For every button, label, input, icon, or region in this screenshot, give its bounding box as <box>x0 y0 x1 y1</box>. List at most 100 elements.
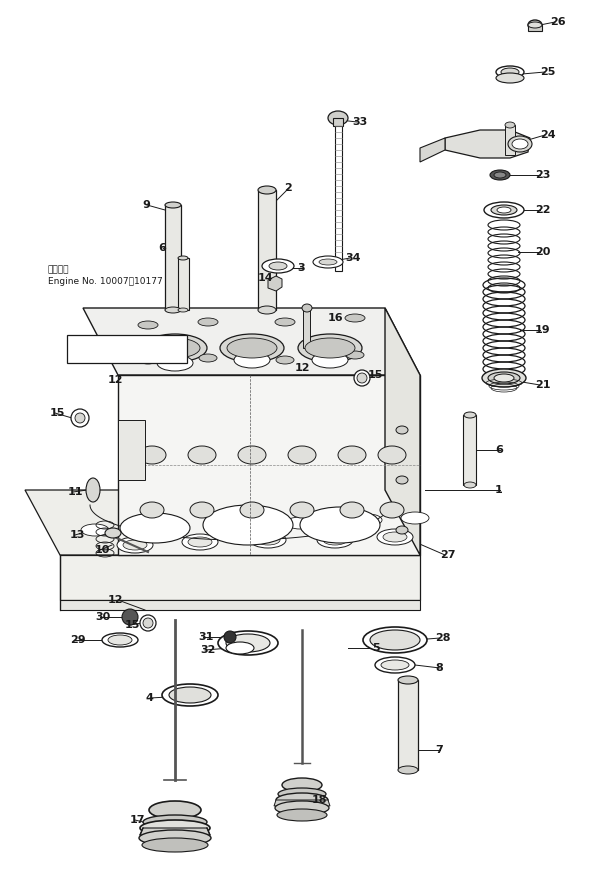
Polygon shape <box>118 375 420 555</box>
Ellipse shape <box>220 334 284 362</box>
Text: 12: 12 <box>80 342 95 352</box>
Ellipse shape <box>190 502 214 518</box>
Ellipse shape <box>363 627 427 653</box>
Ellipse shape <box>317 532 353 548</box>
Ellipse shape <box>370 630 420 650</box>
Ellipse shape <box>305 338 355 358</box>
Ellipse shape <box>203 505 293 545</box>
Bar <box>528 25 542 31</box>
Polygon shape <box>385 308 420 555</box>
Polygon shape <box>83 308 420 375</box>
Ellipse shape <box>148 519 176 531</box>
Ellipse shape <box>218 517 246 529</box>
Text: 18: 18 <box>312 795 328 805</box>
Ellipse shape <box>227 338 277 358</box>
Ellipse shape <box>139 830 211 846</box>
Ellipse shape <box>157 355 193 371</box>
Text: 28: 28 <box>435 633 451 643</box>
FancyBboxPatch shape <box>67 335 187 363</box>
Text: 6: 6 <box>158 243 166 253</box>
Ellipse shape <box>218 631 278 655</box>
Ellipse shape <box>262 259 294 273</box>
Ellipse shape <box>256 535 280 545</box>
Ellipse shape <box>198 318 218 326</box>
Ellipse shape <box>488 372 520 384</box>
Ellipse shape <box>250 532 286 548</box>
Bar <box>303 308 310 348</box>
Text: 21: 21 <box>535 380 550 390</box>
Ellipse shape <box>234 352 270 368</box>
Ellipse shape <box>528 22 542 28</box>
Text: 4: 4 <box>145 693 153 703</box>
Text: 3: 3 <box>297 263 304 273</box>
Ellipse shape <box>505 122 515 128</box>
Ellipse shape <box>378 446 406 464</box>
Ellipse shape <box>224 631 236 643</box>
Ellipse shape <box>162 684 218 706</box>
Ellipse shape <box>149 801 201 819</box>
Ellipse shape <box>528 20 542 30</box>
Ellipse shape <box>123 540 147 550</box>
Ellipse shape <box>238 446 266 464</box>
Ellipse shape <box>165 307 181 313</box>
Text: 10: 10 <box>95 545 110 555</box>
Text: 25: 25 <box>540 67 555 77</box>
Ellipse shape <box>276 793 328 807</box>
Ellipse shape <box>117 537 153 553</box>
Ellipse shape <box>290 502 314 518</box>
Ellipse shape <box>71 409 89 427</box>
Ellipse shape <box>277 809 327 821</box>
Ellipse shape <box>188 446 216 464</box>
Ellipse shape <box>226 642 254 654</box>
Ellipse shape <box>380 502 404 518</box>
Ellipse shape <box>165 202 181 208</box>
Ellipse shape <box>258 306 276 314</box>
Ellipse shape <box>105 528 121 538</box>
Ellipse shape <box>482 369 526 387</box>
Ellipse shape <box>354 370 370 386</box>
Ellipse shape <box>178 308 188 312</box>
Bar <box>165 205 181 310</box>
Ellipse shape <box>357 373 367 383</box>
Text: 16: 16 <box>328 313 344 323</box>
Text: 31: 31 <box>198 632 213 642</box>
Ellipse shape <box>81 524 109 536</box>
Ellipse shape <box>508 136 532 152</box>
Ellipse shape <box>490 170 510 180</box>
Ellipse shape <box>150 338 200 358</box>
Ellipse shape <box>484 202 524 218</box>
Text: 30: 30 <box>95 612 110 622</box>
Ellipse shape <box>276 356 294 364</box>
Text: 2: 2 <box>284 183 292 193</box>
Text: 34: 34 <box>345 253 360 263</box>
Ellipse shape <box>494 374 514 382</box>
Text: 8: 8 <box>435 663 443 673</box>
Ellipse shape <box>338 446 366 464</box>
Text: 1: 1 <box>495 485 502 495</box>
Ellipse shape <box>464 482 476 488</box>
Ellipse shape <box>240 502 264 518</box>
Text: 9: 9 <box>142 200 150 210</box>
Text: 11: 11 <box>68 487 84 497</box>
Ellipse shape <box>340 502 364 518</box>
Ellipse shape <box>140 615 156 631</box>
Ellipse shape <box>138 321 158 329</box>
Ellipse shape <box>396 476 408 484</box>
Ellipse shape <box>275 801 329 815</box>
Ellipse shape <box>178 256 188 260</box>
Text: 29: 29 <box>70 635 85 645</box>
Text: 12: 12 <box>108 595 124 605</box>
Polygon shape <box>140 828 210 835</box>
Ellipse shape <box>269 262 287 270</box>
Ellipse shape <box>282 778 322 792</box>
Polygon shape <box>420 138 445 162</box>
Text: 20: 20 <box>535 247 550 257</box>
Text: 33: 33 <box>352 117 367 127</box>
Ellipse shape <box>140 502 164 518</box>
Ellipse shape <box>138 446 166 464</box>
Ellipse shape <box>496 66 524 78</box>
Ellipse shape <box>278 788 326 800</box>
Text: 24: 24 <box>540 130 555 140</box>
Ellipse shape <box>354 514 382 526</box>
Bar <box>333 118 343 126</box>
